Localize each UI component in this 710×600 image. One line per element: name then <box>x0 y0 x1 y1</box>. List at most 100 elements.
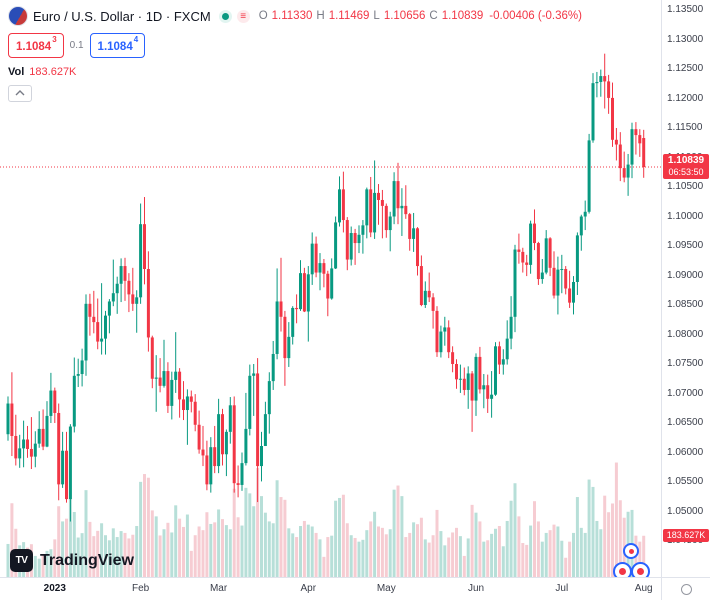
candle[interactable] <box>260 446 263 467</box>
candle[interactable] <box>357 234 361 244</box>
candle[interactable] <box>517 249 521 252</box>
candle[interactable] <box>182 399 185 411</box>
candle[interactable] <box>10 403 14 436</box>
candle[interactable] <box>384 205 388 231</box>
candle[interactable] <box>349 233 353 260</box>
candle[interactable] <box>377 192 380 200</box>
tradingview-logo[interactable]: TV TradingView <box>10 549 134 572</box>
candle[interactable] <box>595 81 599 84</box>
candle[interactable] <box>334 222 338 269</box>
candle[interactable] <box>41 428 45 447</box>
candle[interactable] <box>338 189 341 223</box>
candle[interactable] <box>248 375 252 429</box>
candle[interactable] <box>552 267 556 296</box>
candle[interactable] <box>380 199 384 206</box>
candle[interactable] <box>490 394 494 399</box>
candle[interactable] <box>642 138 646 167</box>
candle[interactable] <box>236 483 240 485</box>
candle[interactable] <box>369 189 373 233</box>
candle[interactable] <box>166 371 170 406</box>
candle[interactable] <box>458 378 462 380</box>
candle[interactable] <box>634 129 638 136</box>
candle[interactable] <box>611 97 614 140</box>
candle[interactable] <box>127 280 131 295</box>
candle[interactable] <box>104 315 107 339</box>
time-axis[interactable]: 2023 Feb Mar Apr May Jun Jul Aug <box>0 577 662 600</box>
candle[interactable] <box>494 346 497 395</box>
candle[interactable] <box>84 303 88 361</box>
candle[interactable] <box>423 290 427 305</box>
candle[interactable] <box>96 322 100 342</box>
candle[interactable] <box>143 224 146 270</box>
candle[interactable] <box>431 297 435 311</box>
candle[interactable] <box>607 81 611 98</box>
candle[interactable] <box>525 262 529 265</box>
candle[interactable] <box>373 192 377 233</box>
candle[interactable] <box>536 243 540 280</box>
candle[interactable] <box>564 269 568 289</box>
candle[interactable] <box>622 168 626 178</box>
candle[interactable] <box>466 373 470 390</box>
candle[interactable] <box>361 225 365 235</box>
candle[interactable] <box>72 375 76 427</box>
candle[interactable] <box>287 336 291 359</box>
candle[interactable] <box>131 294 135 304</box>
candle[interactable] <box>400 205 404 209</box>
candle[interactable] <box>482 385 486 390</box>
market-status-dot-icon[interactable] <box>218 9 232 23</box>
candle[interactable] <box>505 338 509 360</box>
candle[interactable] <box>638 135 642 144</box>
candle[interactable] <box>509 316 513 339</box>
candle[interactable] <box>322 263 326 274</box>
candle[interactable] <box>416 228 419 267</box>
candle[interactable] <box>252 373 256 376</box>
candle[interactable] <box>197 424 201 450</box>
price-axis[interactable]: 1.10839 06:53:50 183.627K 1.13500 1.13000… <box>661 0 710 578</box>
candle[interactable] <box>404 205 408 215</box>
candle[interactable] <box>279 301 283 317</box>
candle[interactable] <box>53 390 57 413</box>
candle[interactable] <box>568 288 572 303</box>
candle[interactable] <box>419 266 423 305</box>
candle[interactable] <box>111 293 115 302</box>
candle[interactable] <box>221 414 224 455</box>
candle[interactable] <box>599 76 603 82</box>
candle[interactable] <box>33 443 37 457</box>
candle[interactable] <box>213 447 217 467</box>
candle[interactable] <box>88 303 92 317</box>
candle[interactable] <box>107 301 111 316</box>
chart-pane[interactable] <box>0 0 662 581</box>
candle[interactable] <box>618 144 622 169</box>
candle[interactable] <box>61 450 65 485</box>
candle[interactable] <box>544 238 548 273</box>
candle[interactable] <box>275 301 279 354</box>
candle[interactable] <box>119 266 123 284</box>
candle[interactable] <box>244 428 248 464</box>
candle[interactable] <box>299 273 302 310</box>
candle[interactable] <box>57 412 61 485</box>
candle[interactable] <box>256 373 260 467</box>
candle[interactable] <box>451 352 455 364</box>
candle[interactable] <box>162 371 166 386</box>
candle[interactable] <box>439 331 443 353</box>
candle[interactable] <box>178 371 182 400</box>
candle[interactable] <box>185 396 189 411</box>
candle[interactable] <box>291 307 295 337</box>
candle[interactable] <box>92 316 96 323</box>
candle[interactable] <box>447 327 451 353</box>
candle[interactable] <box>49 390 53 416</box>
candle[interactable] <box>575 235 579 282</box>
candle[interactable] <box>158 377 162 386</box>
candle[interactable] <box>76 374 80 376</box>
candle[interactable] <box>556 269 560 296</box>
candle[interactable] <box>310 243 314 275</box>
candle[interactable] <box>345 220 349 260</box>
candle[interactable] <box>26 439 29 449</box>
candle[interactable] <box>45 415 49 447</box>
candle[interactable] <box>548 238 552 268</box>
candle[interactable] <box>462 378 466 390</box>
candle[interactable] <box>392 181 396 217</box>
candle[interactable] <box>209 447 213 485</box>
candle[interactable] <box>388 216 392 231</box>
candle[interactable] <box>408 214 412 239</box>
